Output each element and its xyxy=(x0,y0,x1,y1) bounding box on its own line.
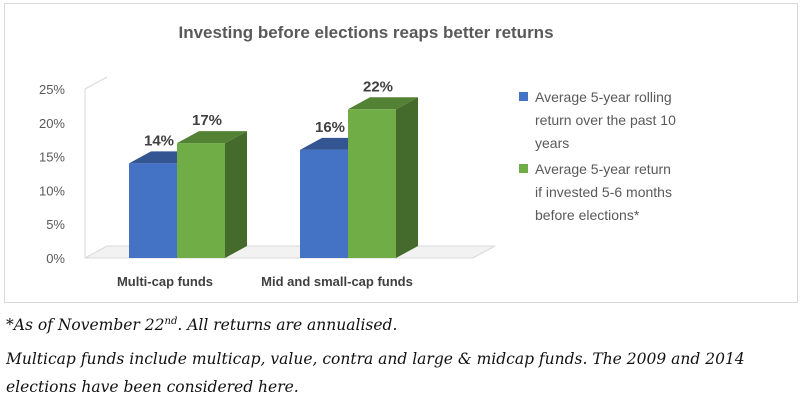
y-tick-label: 0% xyxy=(46,251,65,266)
legend-text: years xyxy=(535,135,569,151)
chart-frame: Investing before elections reaps better … xyxy=(4,3,798,303)
bar-front xyxy=(177,143,225,258)
bars xyxy=(129,97,418,258)
footnote-date: *As of November 22nd. All returns are an… xyxy=(6,316,397,334)
legend-swatch xyxy=(519,164,528,173)
data-labels: 14% 17% 16% 22% xyxy=(144,78,393,149)
y-axis: 0% 5% 10% 15% 20% 25% xyxy=(39,82,65,266)
legend-text: Average 5-year return xyxy=(535,161,671,177)
footnote-date-sup: nd xyxy=(164,316,178,327)
y-tick-label: 25% xyxy=(39,82,65,97)
bar-side xyxy=(396,97,418,258)
data-label: 16% xyxy=(315,119,345,136)
bar-chart: Investing before elections reaps better … xyxy=(39,23,676,289)
bar-front xyxy=(129,163,177,258)
category-label: Multi-cap funds xyxy=(117,274,213,289)
bar-top xyxy=(177,131,247,144)
chart-title: Investing before elections reaps better … xyxy=(178,23,553,42)
category-label: Mid and small-cap funds xyxy=(261,274,413,289)
data-label: 22% xyxy=(363,78,393,95)
wall-top-edge xyxy=(84,76,108,90)
bar-top xyxy=(348,97,418,110)
footnote-date-prefix: *As of November 22 xyxy=(6,316,165,335)
legend-text: before elections* xyxy=(535,207,640,223)
y-tick-label: 20% xyxy=(39,116,65,131)
y-tick-label: 5% xyxy=(46,217,65,232)
footnote-date-suffix: . All returns are annualised. xyxy=(177,316,398,335)
bar-1-1 xyxy=(348,97,418,258)
data-label: 14% xyxy=(144,132,174,149)
bar-1-0 xyxy=(177,131,247,258)
y-tick-label: 15% xyxy=(39,150,65,165)
bar-front xyxy=(348,109,396,258)
footnote-methodology: Multicap funds include multicap, value, … xyxy=(6,350,745,396)
legend-swatch xyxy=(519,92,528,101)
data-label: 17% xyxy=(192,112,222,129)
x-axis: Multi-cap funds Mid and small-cap funds xyxy=(117,274,413,289)
legend-text: Average 5-year rolling xyxy=(535,89,672,105)
bar-front xyxy=(300,149,348,258)
legend: Average 5-year rolling return over the pa… xyxy=(519,89,676,223)
y-tick-label: 10% xyxy=(39,183,65,198)
legend-text: if invested 5-6 months xyxy=(535,184,672,200)
bar-side xyxy=(225,131,247,258)
legend-text: return over the past 10 xyxy=(535,112,676,128)
